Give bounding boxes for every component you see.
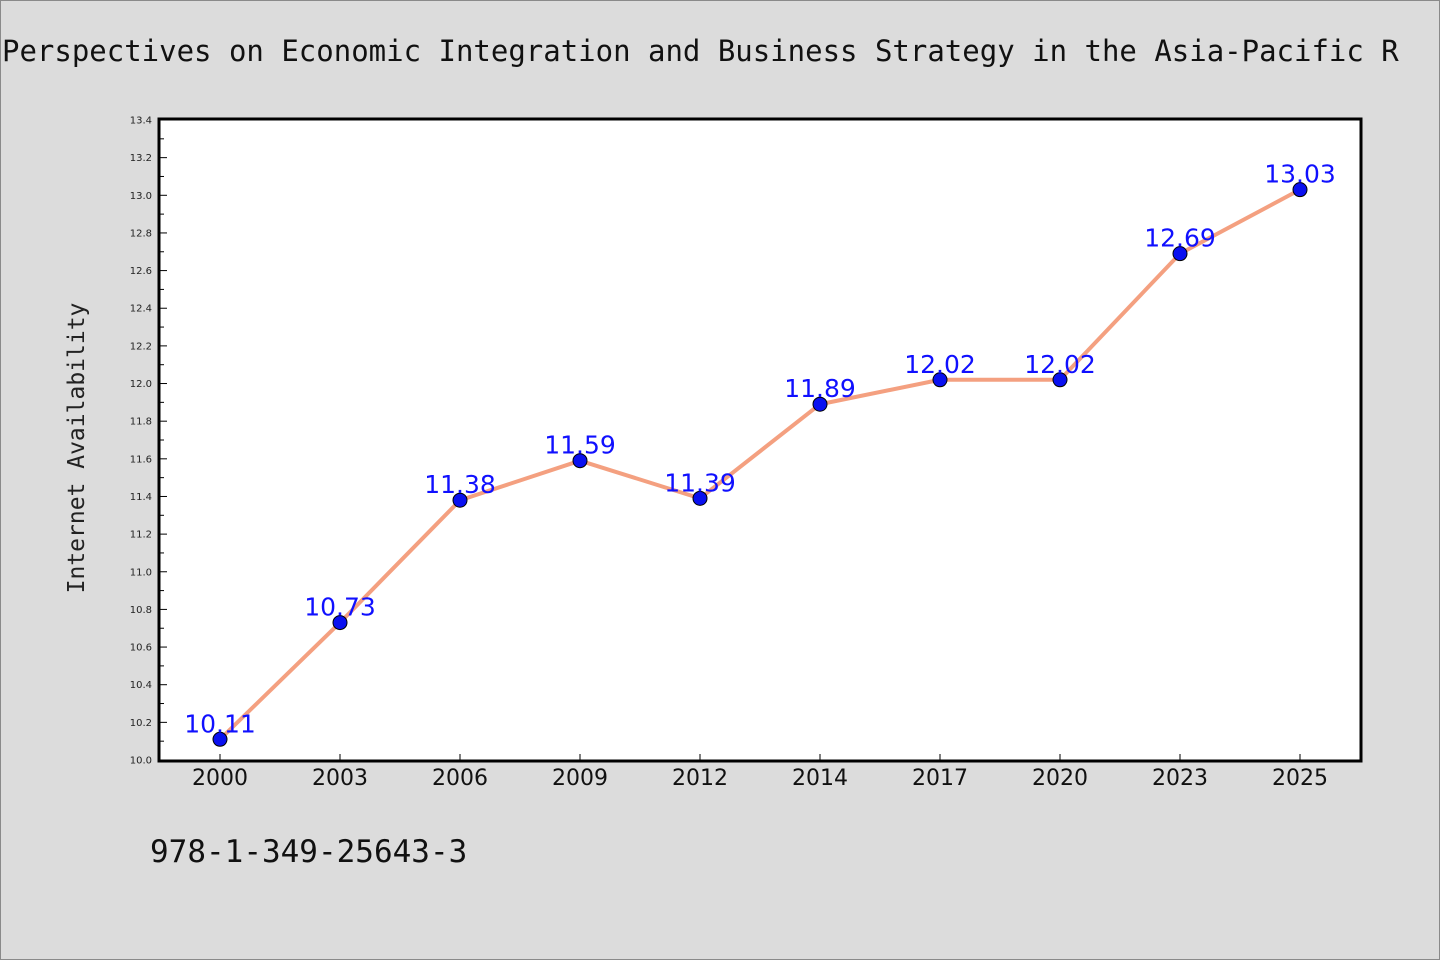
y-tick-label: 10.2 (130, 718, 152, 729)
data-point (332, 615, 348, 631)
data-label: 11.39 (664, 468, 736, 497)
x-tick-label: 2025 (1272, 766, 1328, 791)
x-tick-label: 2006 (432, 766, 488, 791)
x-tick-label: 2014 (792, 766, 848, 791)
data-label: 11.89 (784, 374, 856, 403)
data-point (1292, 182, 1308, 198)
data-point (692, 490, 708, 506)
x-tick-label: 2020 (1032, 766, 1088, 791)
data-label: 13.03 (1264, 160, 1336, 189)
x-tick-label: 2000 (192, 766, 248, 791)
y-tick-label: 11.2 (130, 530, 152, 541)
y-tick-label: 13.2 (130, 153, 152, 164)
y-tick-label: 13.4 (130, 116, 152, 127)
y-tick-label: 12.0 (130, 379, 152, 390)
y-tick-label: 10.8 (130, 605, 152, 616)
data-label: 11.59 (544, 431, 616, 460)
data-point (812, 396, 828, 412)
data-label: 12.69 (1144, 224, 1216, 253)
data-point (1052, 372, 1068, 388)
data-label: 11.38 (424, 470, 496, 499)
y-tick-label: 11.6 (130, 454, 152, 465)
y-tick-label: 10.0 (130, 756, 152, 767)
data-point (932, 372, 948, 388)
y-tick-label: 11.0 (130, 567, 152, 578)
y-axis-label: Internet Availability (64, 303, 90, 594)
x-axis: 2000 2003 2006 2009 2012 2014 2017 2020 2023 2025 (192, 754, 1328, 791)
series-layer: 10.11 10.73 11.38 11.59 11.39 11.89 12.02 12.02… (184, 160, 1336, 747)
x-tick-label: 2017 (912, 766, 968, 791)
x-tick-label: 2003 (312, 766, 368, 791)
y-axis: 10.0 10.2 10.4 10.6 10.8 11.0 11.2 11.4 11.6 11.8… (130, 116, 167, 767)
x-tick-label: 2009 (552, 766, 608, 791)
y-tick-label: 11.4 (130, 492, 152, 503)
data-point (1172, 246, 1188, 262)
y-tick-label: 12.6 (130, 266, 152, 277)
data-point (212, 731, 228, 747)
y-tick-label: 12.4 (130, 304, 152, 315)
y-tick-label: 13.0 (130, 191, 152, 202)
y-tick-label: 12.8 (130, 228, 152, 239)
data-label: 10.11 (184, 709, 256, 738)
y-tick-label: 10.4 (130, 680, 152, 691)
data-label: 12.02 (1024, 350, 1096, 379)
data-point (572, 453, 588, 469)
y-tick-label: 12.2 (130, 341, 152, 352)
data-label: 10.73 (304, 593, 376, 622)
x-tick-label: 2012 (672, 766, 728, 791)
plot-area (157, 117, 1363, 763)
x-tick-label: 2023 (1152, 766, 1208, 791)
chart-title: Perspectives on Economic Integration and… (2, 34, 1399, 68)
data-point (452, 492, 468, 508)
y-tick-label: 11.8 (130, 417, 152, 428)
isbn-text: 978-1-349-25643-3 (150, 834, 468, 870)
series-line (218, 187, 1301, 741)
data-label: 12.02 (904, 350, 976, 379)
y-tick-label: 10.6 (130, 643, 152, 654)
